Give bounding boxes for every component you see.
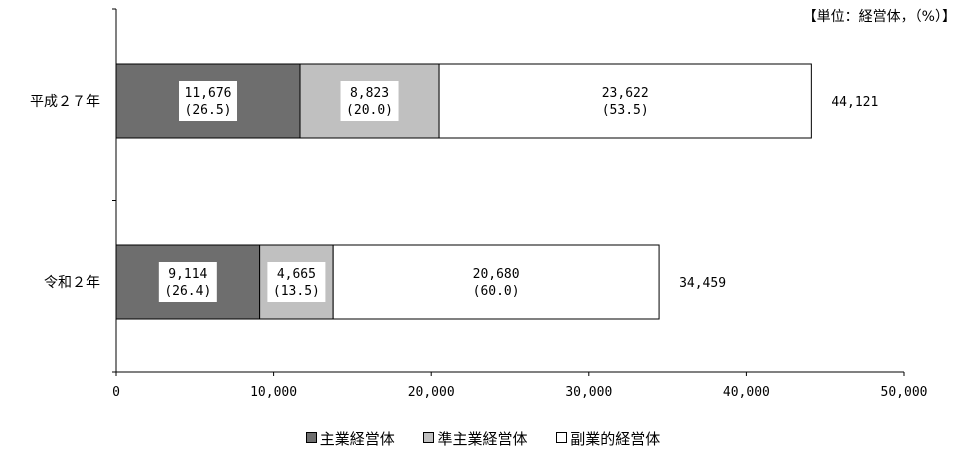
legend-swatch-semi [423,432,435,443]
category-label-0: 平成２７年 [30,94,100,110]
legend-item-semi: 準主業経営体 [423,428,528,449]
data-label-value-0-0: 11,676 [185,86,232,101]
x-tick-label-5: 50,000 [881,385,928,400]
data-label-percent-1-1: (13.5) [273,284,320,299]
total-label-1: 34,459 [679,276,726,291]
x-tick-label-3: 30,000 [565,385,612,400]
legend: 主業経営体 準主業経営体 副業的経営体 [0,428,966,449]
data-label-percent-1-2: (60.0) [473,284,520,299]
legend-swatch-main [305,432,317,443]
x-tick-label-1: 10,000 [250,385,297,400]
total-label-0: 44,121 [831,95,878,110]
x-tick-label-0: 0 [112,385,120,400]
data-label-box-1-0 [158,262,217,302]
legend-label-side: 副業的経営体 [570,430,661,448]
unit-note: 【単位：経営体，（%）】 [802,9,956,25]
legend-item-side: 副業的経営体 [556,428,660,449]
x-tick-label-4: 40,000 [723,385,770,400]
data-label-box-0-0 [179,81,238,121]
data-label-percent-0-2: (53.5) [602,103,649,118]
data-label-value-1-0: 9,114 [168,267,207,282]
x-tick-label-2: 20,000 [408,385,455,400]
data-label-box-1-1 [267,262,326,302]
data-label-percent-0-0: (26.5) [185,103,232,118]
data-label-value-0-1: 8,823 [350,86,389,101]
legend-label-semi: 準主業経営体 [437,430,528,448]
data-label-box-0-1 [340,81,399,121]
data-label-value-1-2: 20,680 [473,267,520,282]
data-label-percent-1-0: (26.4) [164,284,211,299]
bar-1-2 [332,244,660,320]
data-label-value-1-1: 4,665 [277,267,316,282]
legend-swatch-side [556,432,568,443]
data-label-percent-0-1: (20.0) [346,103,393,118]
data-label-value-0-2: 23,622 [602,86,649,101]
legend-item-main: 主業経営体 [305,428,395,449]
legend-label-main: 主業経営体 [319,430,395,448]
category-label-1: 令和２年 [44,275,100,291]
bar-0-2 [438,63,812,139]
